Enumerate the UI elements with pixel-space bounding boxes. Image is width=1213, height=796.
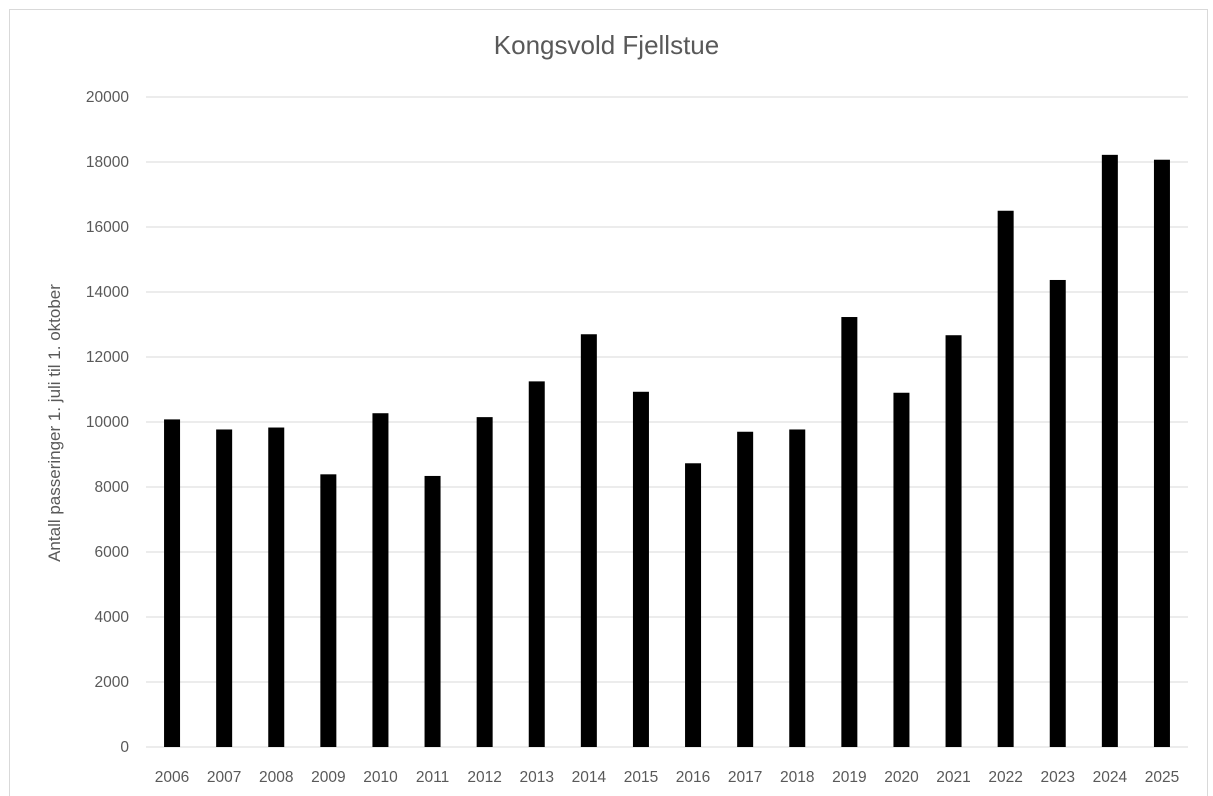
bar-2014 bbox=[580, 334, 597, 747]
x-tick-label: 2008 bbox=[259, 769, 293, 786]
x-tick-label: 2012 bbox=[467, 769, 501, 786]
y-tick-label: 10000 bbox=[86, 414, 129, 431]
x-tick-label: 2020 bbox=[884, 769, 919, 786]
y-tick-label: 20000 bbox=[86, 89, 129, 106]
y-tick-label: 12000 bbox=[86, 349, 129, 366]
x-tick-label: 2014 bbox=[572, 769, 607, 786]
chart-area bbox=[9, 9, 1208, 796]
x-tick-label: 2006 bbox=[155, 769, 189, 786]
bar-2021 bbox=[945, 335, 962, 747]
x-tick-label: 2021 bbox=[936, 769, 970, 786]
x-tick-label: 2019 bbox=[832, 769, 866, 786]
bar-2006 bbox=[164, 419, 181, 747]
bar-2020 bbox=[893, 392, 910, 747]
x-tick-label: 2011 bbox=[416, 769, 449, 786]
y-tick-label: 14000 bbox=[86, 284, 129, 301]
y-tick-label: 18000 bbox=[86, 154, 129, 171]
x-tick-label: 2009 bbox=[311, 769, 345, 786]
x-tick-label: 2024 bbox=[1093, 769, 1128, 786]
x-tick-label: 2016 bbox=[676, 769, 710, 786]
bar-2016 bbox=[685, 463, 702, 747]
x-tick-label: 2015 bbox=[624, 769, 658, 786]
bar-2017 bbox=[737, 431, 754, 747]
x-tick-label: 2013 bbox=[520, 769, 554, 786]
bar-2007 bbox=[216, 429, 233, 747]
bar-2019 bbox=[841, 317, 858, 747]
bar-2023 bbox=[1049, 279, 1066, 747]
x-tick-label: 2025 bbox=[1145, 769, 1179, 786]
y-tick-label: 4000 bbox=[95, 609, 130, 626]
x-tick-label: 2007 bbox=[207, 769, 241, 786]
x-tick-label: 2010 bbox=[363, 769, 398, 786]
y-tick-label: 6000 bbox=[95, 544, 130, 561]
y-tick-label: 0 bbox=[120, 739, 129, 756]
x-tick-label: 2017 bbox=[728, 769, 762, 786]
x-tick-label: 2022 bbox=[988, 769, 1022, 786]
y-tick-label: 16000 bbox=[86, 219, 129, 236]
bar-2018 bbox=[789, 429, 806, 747]
bar-2012 bbox=[476, 417, 493, 747]
y-tick-label: 8000 bbox=[95, 479, 130, 496]
bar-2010 bbox=[372, 413, 389, 747]
y-tick-label: 2000 bbox=[95, 674, 130, 691]
bar-2022 bbox=[997, 210, 1014, 747]
bar-2024 bbox=[1101, 154, 1118, 748]
bar-2011 bbox=[424, 475, 441, 747]
chart-title: Kongsvold Fjellstue bbox=[493, 30, 720, 60]
bar-2025 bbox=[1153, 159, 1170, 748]
bar-2009 bbox=[320, 474, 337, 747]
x-tick-label: 2023 bbox=[1041, 769, 1075, 786]
bar-2013 bbox=[528, 381, 545, 747]
bar-2008 bbox=[268, 427, 285, 747]
x-tick-label: 2018 bbox=[780, 769, 814, 786]
bar-2015 bbox=[632, 391, 649, 747]
